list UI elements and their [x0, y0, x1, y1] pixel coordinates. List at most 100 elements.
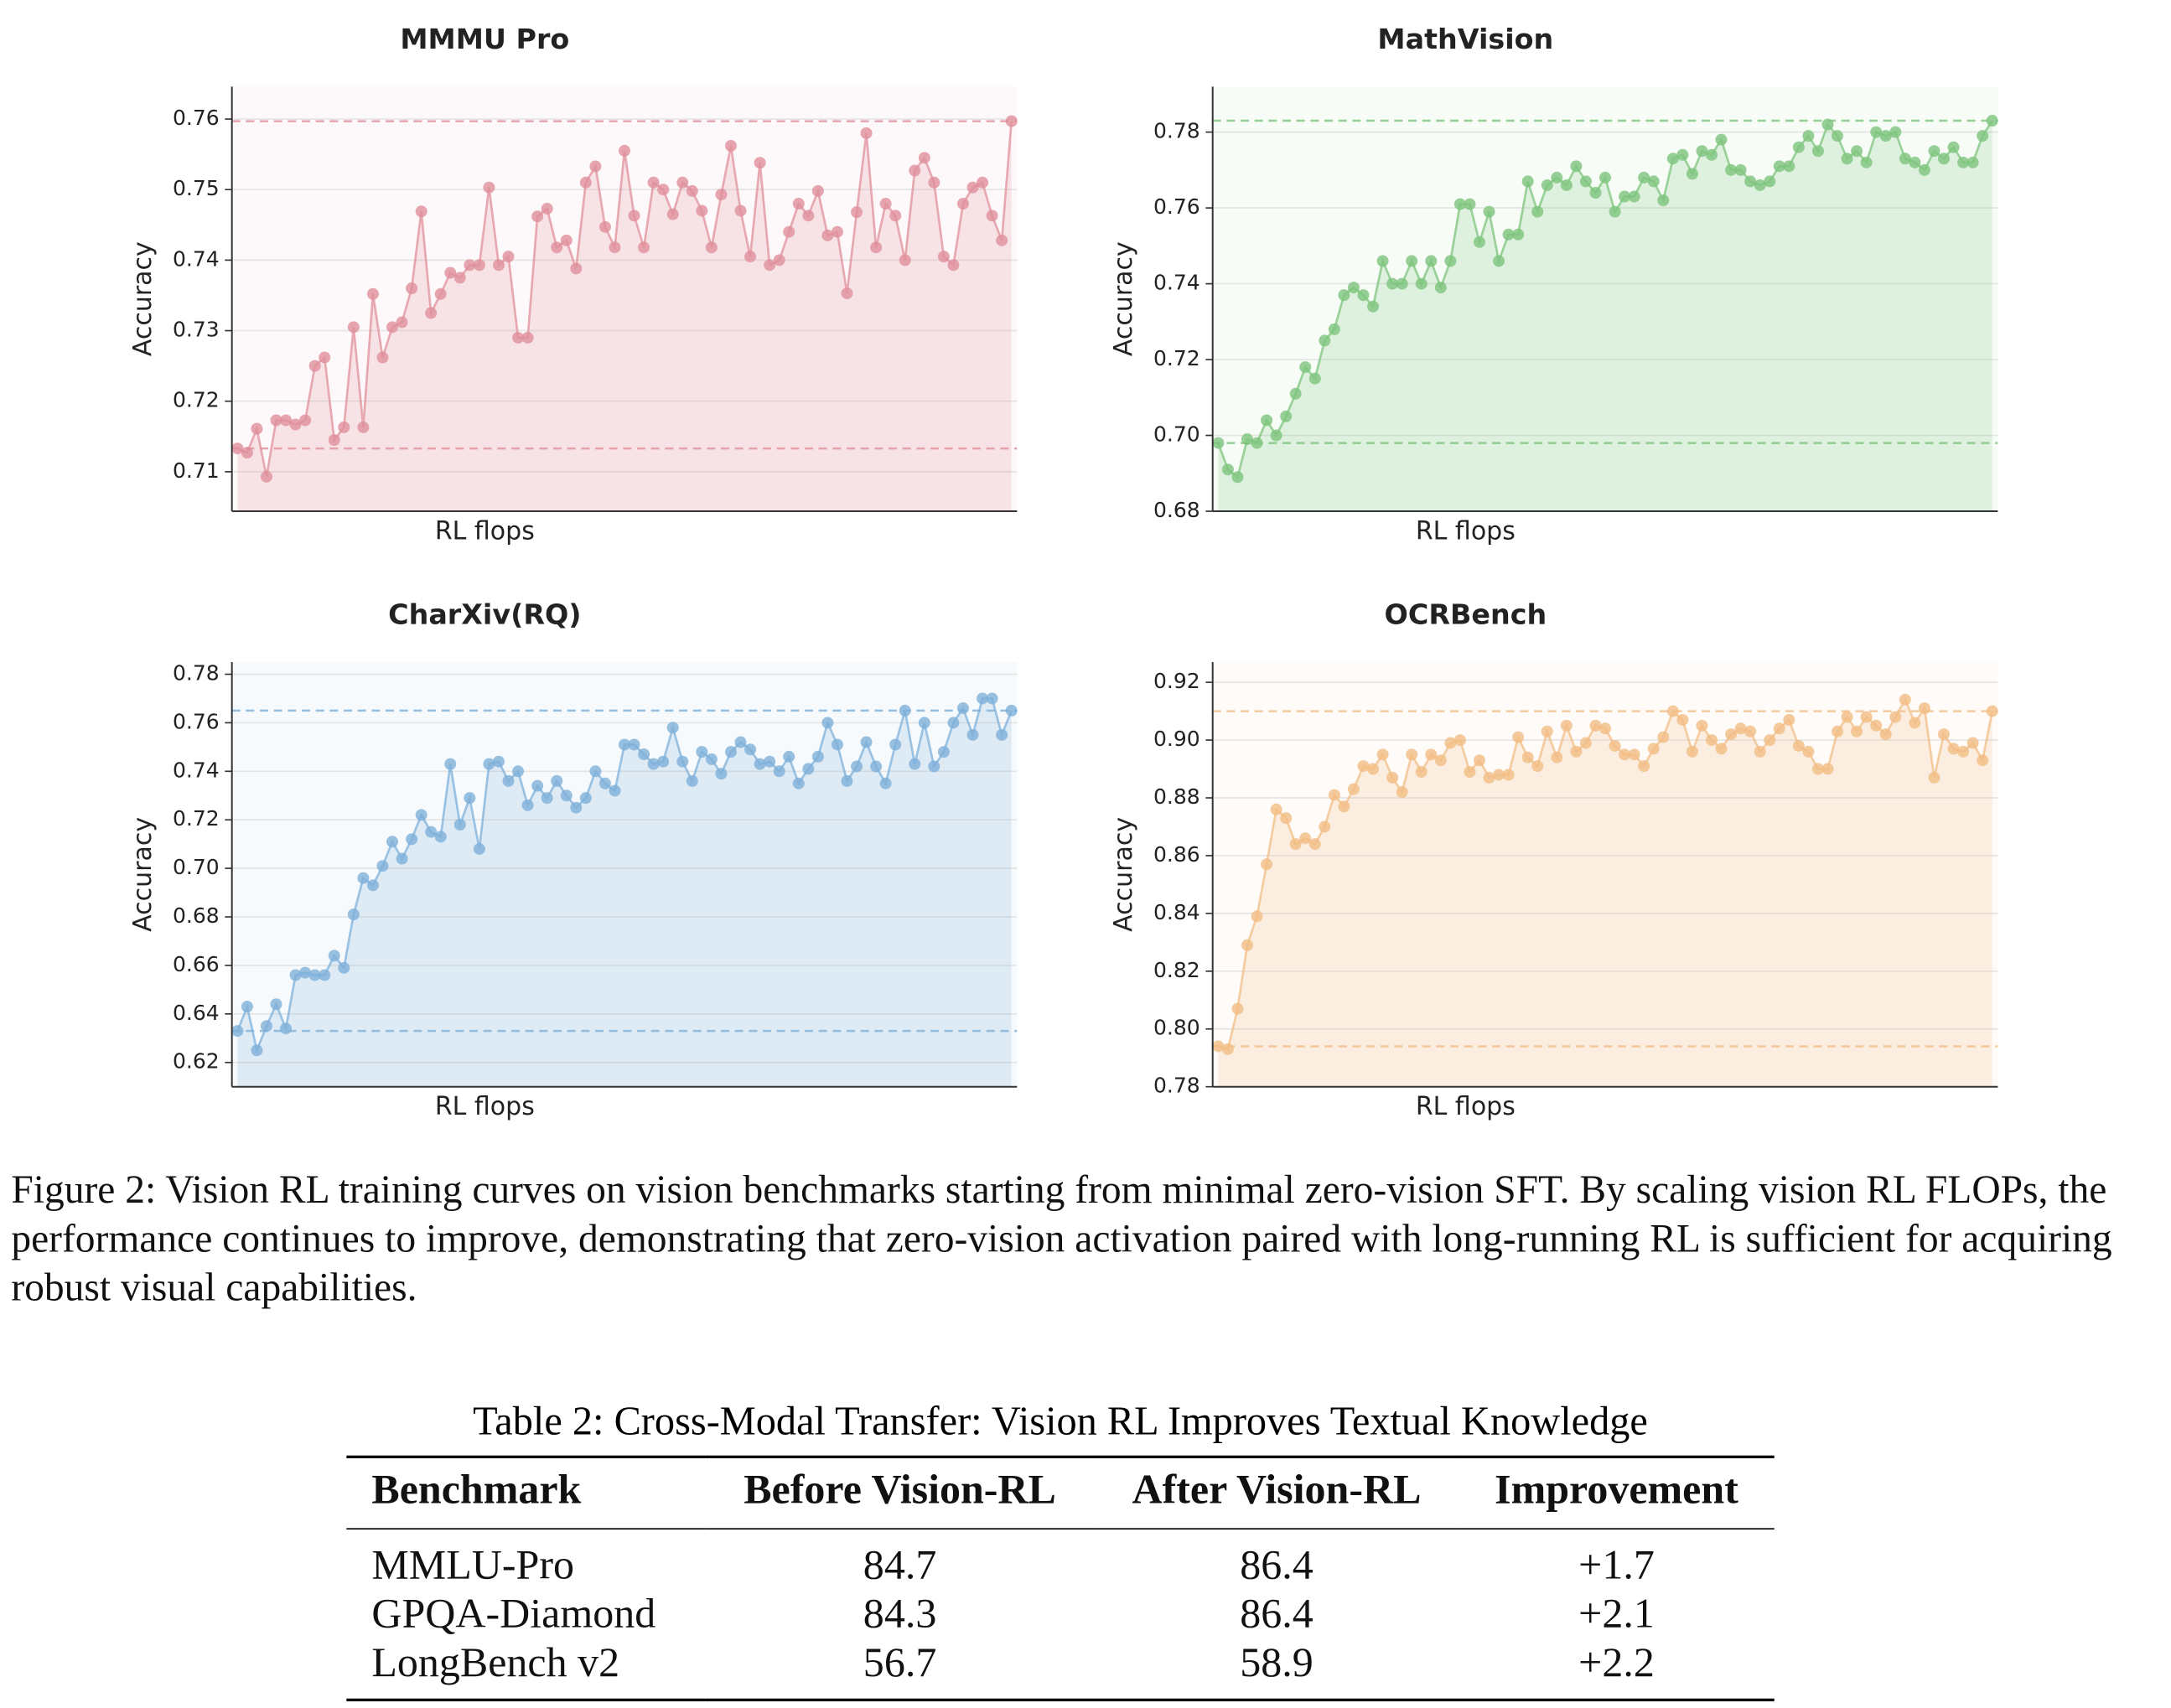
- data-point: [1212, 437, 1225, 449]
- data-point: [1367, 300, 1380, 313]
- data-point: [531, 210, 544, 223]
- data-point: [1570, 745, 1583, 758]
- data-point: [328, 434, 340, 447]
- data-point: [831, 225, 843, 238]
- y-axis-label: Accuracy: [1109, 241, 1138, 356]
- data-point: [1773, 160, 1785, 173]
- x-axis-label: RL flops: [1416, 517, 1516, 546]
- data-point: [889, 210, 902, 222]
- data-point: [1725, 163, 1738, 176]
- data-point: [1319, 334, 1331, 347]
- y-tick-label: 0.68: [173, 903, 220, 928]
- data-point: [1657, 194, 1670, 207]
- data-point: [270, 998, 282, 1011]
- data-point: [386, 321, 399, 334]
- table-caption: Table 2: Cross-Modal Transfer: Vision RL…: [473, 1400, 1648, 1445]
- data-point: [1541, 179, 1553, 191]
- data-point: [870, 760, 883, 773]
- data-point: [241, 1001, 253, 1013]
- data-point: [1909, 717, 1921, 729]
- data-point: [1744, 725, 1757, 738]
- data-point: [1647, 175, 1660, 188]
- data-point: [1464, 765, 1476, 778]
- data-point: [609, 784, 621, 797]
- data-point: [1977, 130, 1989, 142]
- y-tick-label: 0.68: [1153, 498, 1200, 522]
- data-point: [308, 969, 321, 981]
- data-point: [1696, 719, 1708, 732]
- data-point: [560, 789, 573, 802]
- data-point: [734, 204, 747, 217]
- data-point: [666, 722, 679, 734]
- y-tick-label: 0.76: [1153, 194, 1200, 219]
- data-point: [1754, 745, 1766, 758]
- data-point: [319, 969, 331, 981]
- data-point: [792, 198, 805, 210]
- y-tick-label: 0.82: [1153, 958, 1200, 982]
- data-point: [696, 746, 708, 758]
- data-point: [744, 251, 757, 263]
- data-point: [966, 181, 979, 194]
- data-point: [1251, 910, 1263, 923]
- data-point: [783, 225, 795, 238]
- data-point: [1551, 751, 1563, 763]
- data-point: [724, 746, 737, 758]
- x-axis-label: RL flops: [435, 1092, 535, 1121]
- y-tick-label: 0.90: [1153, 727, 1200, 751]
- data-point: [1938, 728, 1951, 741]
- data-point: [1328, 323, 1340, 335]
- y-tick-label: 0.73: [173, 318, 220, 342]
- data-point: [686, 184, 698, 197]
- data-point: [821, 229, 834, 241]
- data-point: [570, 262, 583, 275]
- y-axis-label: Accuracy: [128, 241, 158, 356]
- data-point: [1609, 739, 1621, 752]
- data-point: [1251, 437, 1263, 449]
- data-point: [1396, 786, 1408, 799]
- data-point: [947, 259, 960, 272]
- data-point: [366, 879, 379, 892]
- data-point: [1231, 1002, 1244, 1015]
- data-point: [947, 717, 960, 729]
- data-point: [308, 360, 321, 372]
- table-cell: 84.7: [863, 1542, 937, 1589]
- data-point: [1434, 282, 1447, 294]
- data-point: [1899, 153, 1911, 165]
- data-point: [1589, 719, 1602, 732]
- data-point: [860, 127, 873, 139]
- data-point: [918, 717, 930, 729]
- data-point: [811, 750, 824, 763]
- data-point: [589, 160, 602, 173]
- table-row: LongBench v2 56.7 58.9 +2.2: [346, 1638, 1775, 1702]
- data-point: [270, 414, 282, 427]
- data-point: [551, 774, 563, 787]
- data-point: [598, 777, 611, 789]
- y-tick-label: 0.66: [173, 952, 220, 976]
- data-point: [541, 792, 553, 805]
- data-point: [338, 961, 350, 974]
- table-cell: +2.1: [1578, 1591, 1655, 1638]
- data-point: [464, 792, 476, 805]
- data-point: [1764, 734, 1776, 747]
- data-point: [1619, 748, 1631, 761]
- data-point: [299, 966, 312, 979]
- data-point: [705, 753, 718, 765]
- data-point: [521, 799, 534, 811]
- table-cell: 84.3: [863, 1591, 937, 1638]
- y-tick-label: 0.74: [1153, 271, 1200, 295]
- data-point: [531, 779, 544, 792]
- data-point: [1792, 141, 1805, 153]
- y-tick-label: 0.70: [1153, 422, 1200, 447]
- data-point: [1705, 148, 1718, 161]
- data-point: [1860, 156, 1873, 168]
- data-point: [260, 1020, 272, 1033]
- data-point: [464, 259, 476, 272]
- data-point: [1647, 743, 1660, 755]
- data-point: [1918, 702, 1930, 715]
- data-point: [909, 758, 921, 770]
- data-point: [1841, 711, 1853, 723]
- data-point: [1918, 163, 1930, 176]
- data-point: [1521, 751, 1534, 763]
- data-point: [1879, 728, 1892, 741]
- y-tick-label: 0.64: [173, 1001, 220, 1025]
